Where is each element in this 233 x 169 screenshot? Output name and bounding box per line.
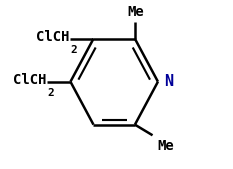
Text: Me: Me bbox=[128, 5, 144, 19]
Text: 2: 2 bbox=[48, 88, 54, 98]
Text: ClCH: ClCH bbox=[13, 73, 46, 87]
Text: ClCH: ClCH bbox=[36, 30, 69, 44]
Text: N: N bbox=[164, 74, 173, 89]
Text: 2: 2 bbox=[70, 45, 77, 55]
Text: Me: Me bbox=[157, 139, 174, 153]
